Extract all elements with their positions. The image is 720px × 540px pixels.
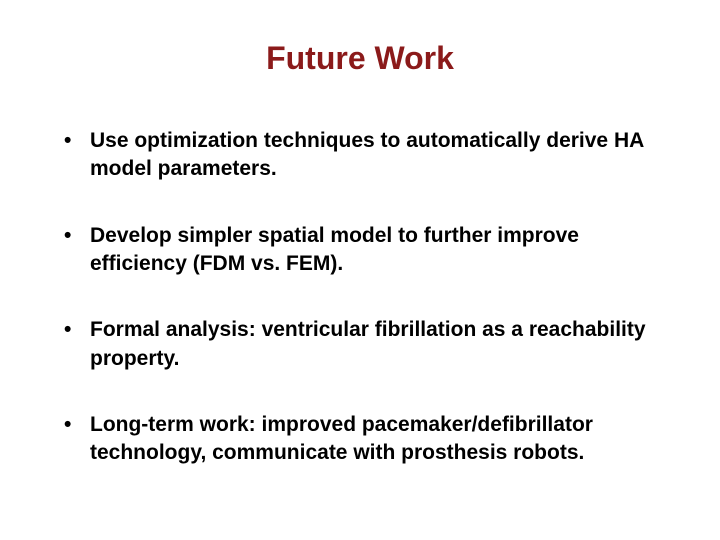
list-item: Use optimization techniques to automatic… [50,127,670,184]
bullet-list: Use optimization techniques to automatic… [50,127,670,468]
slide: Future Work Use optimization techniques … [0,0,720,540]
list-item: Formal analysis: ventricular fibrillatio… [50,316,670,373]
list-item: Long-term work: improved pacemaker/defib… [50,411,670,468]
list-item: Develop simpler spatial model to further… [50,222,670,279]
slide-title: Future Work [50,40,670,77]
